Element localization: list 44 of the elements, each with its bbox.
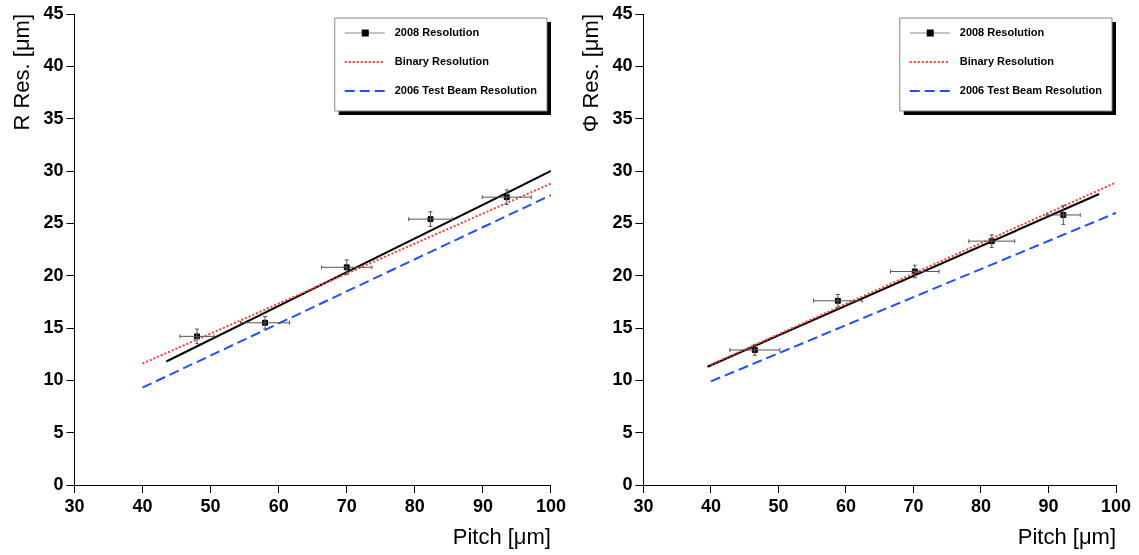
legend-label: 2006 Test Beam Resolution bbox=[394, 84, 538, 97]
y-tick-label: 0 bbox=[622, 473, 633, 494]
legend-label: Binary Resolution bbox=[959, 55, 1055, 68]
y-tick-label: 15 bbox=[612, 316, 633, 337]
x-tick-label: 60 bbox=[835, 495, 856, 516]
y-tick-label: 5 bbox=[622, 421, 633, 442]
y-tick-label: 20 bbox=[612, 264, 633, 285]
y-tick-label: 30 bbox=[612, 159, 633, 180]
x-axis-title: Pitch [μm] bbox=[452, 523, 551, 549]
legend-label: Binary Resolution bbox=[394, 55, 490, 68]
y-tick-label: 35 bbox=[43, 107, 64, 128]
y-tick-label: 25 bbox=[612, 212, 633, 233]
y-tick-label: 0 bbox=[53, 473, 64, 494]
x-tick-label: 80 bbox=[970, 495, 991, 516]
x-tick-label: 70 bbox=[903, 495, 924, 516]
y-axis-title: R Res. [μm] bbox=[9, 14, 35, 131]
y-axis-title: Φ Res. [μm] bbox=[578, 14, 604, 133]
y-tick-label: 45 bbox=[612, 2, 633, 23]
y-tick-label: 40 bbox=[43, 55, 64, 76]
legend-label: 2006 Test Beam Resolution bbox=[959, 84, 1103, 97]
y-tick-label: 10 bbox=[612, 369, 633, 390]
y-tick-label: 45 bbox=[43, 2, 64, 23]
y-tick-label: 15 bbox=[43, 316, 64, 337]
y-tick-label: 10 bbox=[43, 369, 64, 390]
x-tick-label: 100 bbox=[1100, 495, 1132, 516]
x-tick-label: 90 bbox=[472, 495, 493, 516]
y-tick-label: 20 bbox=[43, 264, 64, 285]
y-tick-label: 40 bbox=[612, 55, 633, 76]
y-tick-label: 25 bbox=[43, 212, 64, 233]
x-tick-label: 60 bbox=[268, 495, 289, 516]
x-tick-label: 90 bbox=[1038, 495, 1059, 516]
legend-label: 2008 Resolution bbox=[959, 26, 1045, 39]
y-tick-label: 30 bbox=[43, 159, 64, 180]
x-axis-title: Pitch [μm] bbox=[1017, 523, 1116, 549]
x-tick-label: 40 bbox=[700, 495, 721, 516]
x-tick-label: 70 bbox=[336, 495, 357, 516]
x-tick-label: 80 bbox=[404, 495, 425, 516]
legend-label: 2008 Resolution bbox=[394, 26, 480, 39]
y-tick-label: 5 bbox=[53, 421, 64, 442]
x-tick-label: 50 bbox=[768, 495, 789, 516]
x-tick-label: 40 bbox=[132, 495, 153, 516]
y-tick-label: 35 bbox=[612, 107, 633, 128]
x-tick-label: 50 bbox=[200, 495, 221, 516]
x-tick-label: 100 bbox=[535, 495, 567, 516]
